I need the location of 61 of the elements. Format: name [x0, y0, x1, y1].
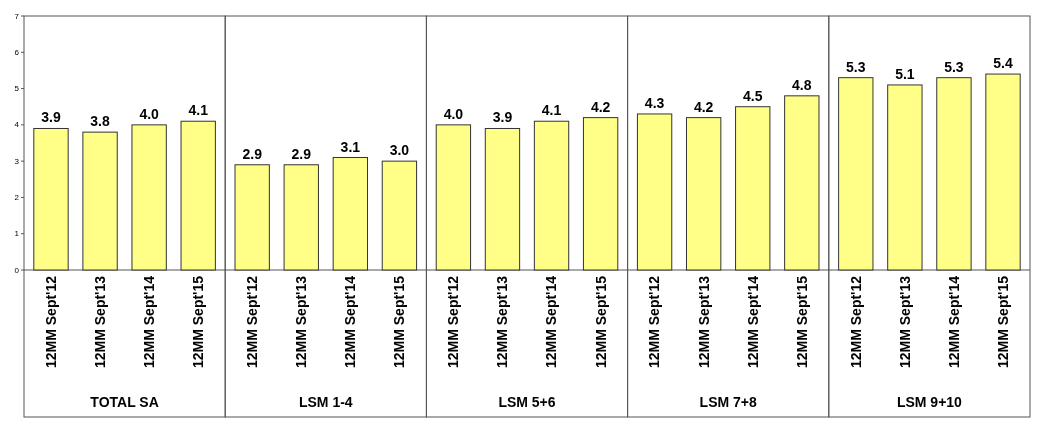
data-label: 2.9	[291, 145, 312, 162]
data-label: 4.0	[139, 105, 160, 122]
y-tick-label: 6	[14, 47, 20, 57]
y-tick-label: 1	[14, 229, 20, 239]
bar	[735, 106, 771, 271]
bar	[180, 120, 216, 271]
data-label: 5.3	[944, 58, 964, 75]
y-tick-label: 7	[14, 11, 20, 21]
x-tick-label: 12MM Sept'13	[293, 275, 310, 369]
bar	[685, 117, 722, 271]
x-tick-label: 12MM Sept'14	[945, 275, 962, 369]
x-tick-label: 12MM Sept'13	[896, 275, 913, 369]
x-tick-label: 12MM Sept'15	[994, 275, 1011, 369]
bar	[82, 131, 118, 271]
x-tick-label: 12MM Sept'13	[494, 275, 511, 369]
x-tick-label: 12MM Sept'12	[42, 275, 59, 369]
data-label: 4.1	[188, 102, 209, 119]
data-label: 4.2	[693, 98, 714, 115]
y-tick-label: 5	[14, 84, 20, 94]
x-tick-label: 12MM Sept'14	[543, 275, 560, 369]
x-axis-title: LSM 1-4	[298, 394, 353, 410]
data-label: 5.1	[895, 65, 915, 82]
data-label: 4.2	[590, 98, 611, 115]
x-tick-label: 12MM Sept'12	[244, 275, 261, 369]
x-axis-title: LSM 5+6	[498, 394, 556, 410]
bar	[33, 127, 69, 271]
data-label: 4.5	[743, 87, 763, 104]
x-tick-label: 12MM Sept'15	[391, 275, 408, 369]
data-label: 3.8	[90, 113, 110, 130]
x-axis-title: LSM 7+8	[699, 394, 757, 410]
bar	[636, 113, 673, 271]
data-label: 4.1	[541, 102, 562, 119]
x-tick-label: 12MM Sept'15	[592, 275, 609, 369]
bar	[131, 124, 167, 271]
x-tick-label: 12MM Sept'14	[744, 275, 761, 369]
data-label: 3.9	[41, 109, 61, 126]
bar	[784, 95, 820, 271]
data-label: 3.1	[340, 138, 361, 155]
data-label: 2.9	[242, 145, 263, 162]
x-axis-title: TOTAL SA	[90, 394, 159, 410]
data-label: 3.9	[492, 109, 513, 126]
data-label: 4.3	[644, 94, 665, 111]
x-tick-label: 12MM Sept'12	[445, 275, 462, 369]
x-tick-label: 12MM Sept'13	[91, 275, 108, 369]
x-tick-label: 12MM Sept'12	[847, 275, 864, 369]
data-label: 5.4	[993, 55, 1013, 72]
data-label: 4.8	[792, 76, 812, 93]
x-tick-label: 12MM Sept'15	[190, 275, 207, 369]
y-tick-label: 4	[14, 120, 20, 130]
y-tick-label: 2	[14, 192, 20, 202]
x-axis-title: LSM 9+10	[896, 394, 963, 410]
x-tick-label: 12MM Sept'15	[793, 275, 810, 369]
y-tick-label: 0	[14, 265, 20, 275]
y-tick-label: 3	[14, 156, 20, 166]
x-tick-label: 12MM Sept'14	[141, 275, 158, 369]
data-label: 4.0	[443, 105, 464, 122]
data-label: 5.3	[846, 58, 866, 75]
x-tick-label: 12MM Sept'13	[695, 275, 712, 369]
data-label: 3.0	[389, 142, 410, 159]
x-tick-label: 12MM Sept'12	[646, 275, 663, 369]
x-tick-label: 12MM Sept'14	[342, 275, 359, 369]
